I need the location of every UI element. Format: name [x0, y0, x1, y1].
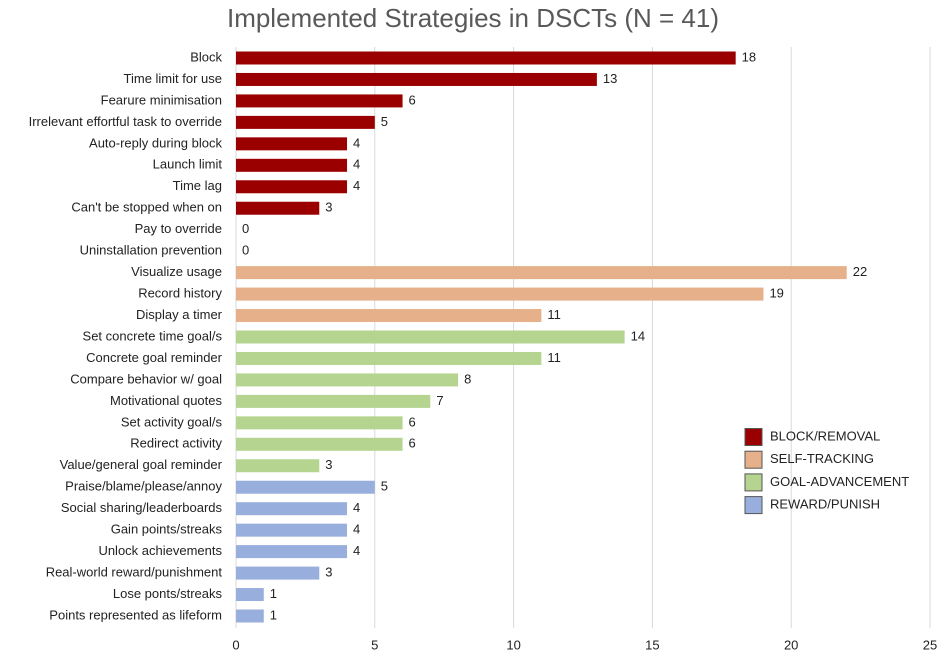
data-label: 22 [853, 264, 867, 279]
bar [236, 158, 348, 172]
data-label: 4 [353, 522, 360, 537]
bar [236, 373, 459, 387]
y-tick-label: Social sharing/leaderboards [61, 500, 223, 515]
bar [236, 566, 320, 580]
data-label: 11 [547, 307, 561, 322]
data-label: 4 [353, 157, 360, 172]
bar [236, 523, 348, 537]
bar [236, 309, 542, 323]
data-label: 8 [464, 371, 471, 386]
y-tick-label: Compare behavior w/ goal [70, 371, 222, 386]
legend-label: BLOCK/REMOVAL [770, 428, 880, 443]
bar [236, 394, 431, 408]
legend-label: GOAL-ADVANCEMENT [770, 474, 909, 489]
y-tick-label: Value/general goal reminder [60, 457, 223, 472]
data-label: 18 [742, 49, 756, 64]
data-label: 14 [631, 328, 645, 343]
data-label: 7 [436, 393, 443, 408]
legend-swatch [744, 450, 763, 469]
y-tick-label: Display a timer [136, 307, 223, 322]
data-label: 6 [409, 436, 416, 451]
bar [236, 330, 625, 344]
bar [236, 480, 375, 494]
x-tick-label: 25 [923, 637, 937, 652]
bar [236, 51, 736, 65]
bar [236, 609, 264, 623]
x-tick-label: 10 [506, 637, 520, 652]
y-tick-label: Irrelevant effortful task to override [29, 114, 222, 129]
y-tick-label: Pay to override [135, 221, 222, 236]
y-tick-label: Lose ponts/streaks [113, 586, 223, 601]
data-label: 4 [353, 500, 360, 515]
y-tick-label: Set concrete time goal/s [83, 328, 223, 343]
bar [236, 72, 597, 86]
y-tick-label: Uninstallation prevention [80, 243, 222, 258]
y-tick-label: Visualize usage [131, 264, 222, 279]
y-tick-label: Record history [138, 286, 222, 301]
y-tick-label: Gain points/streaks [111, 522, 223, 537]
bar [236, 137, 348, 151]
chart-title: Implemented Strategies in DSCTs (N = 41) [227, 3, 719, 33]
y-tick-label: Redirect activity [130, 436, 222, 451]
data-label: 3 [325, 565, 332, 580]
legend-label: SELF-TRACKING [770, 451, 874, 466]
data-label: 6 [409, 92, 416, 107]
bar [236, 416, 403, 430]
data-label: 3 [325, 457, 332, 472]
y-tick-label: Unlock achievements [98, 543, 222, 558]
bar [236, 115, 375, 129]
bar [236, 180, 348, 194]
bar [236, 502, 348, 516]
y-tick-label: Auto-reply during block [89, 135, 222, 150]
legend-swatch [744, 428, 763, 446]
y-tick-label: Time lag [173, 178, 222, 193]
y-tick-label: Can't be stopped when on [71, 200, 222, 215]
data-label: 0 [242, 221, 249, 236]
bar [236, 545, 348, 559]
y-tick-label: Motivational quotes [110, 393, 223, 408]
data-label: 1 [270, 586, 277, 601]
y-tick-label: Praise/blame/please/annoy [65, 479, 222, 494]
bar [236, 459, 320, 473]
x-tick-label: 5 [371, 637, 378, 652]
data-label: 4 [353, 543, 360, 558]
bar [236, 287, 764, 301]
bar [236, 94, 403, 108]
bar [236, 201, 320, 215]
y-tick-label: Concrete goal reminder [86, 350, 223, 365]
y-tick-label: Block [190, 49, 222, 64]
data-label: 1 [270, 607, 277, 622]
y-tick-label: Set activity goal/s [121, 414, 223, 429]
legend-label: REWARD/PUNISH [770, 497, 880, 512]
legend-swatch [744, 496, 763, 515]
legend-swatch [744, 473, 763, 492]
data-label: 11 [547, 350, 561, 365]
data-label: 4 [353, 135, 360, 150]
x-tick-label: 20 [784, 637, 798, 652]
x-tick-label: 15 [645, 637, 659, 652]
y-tick-label: Real-world reward/punishment [46, 565, 223, 580]
data-label: 5 [381, 479, 388, 494]
data-label: 13 [603, 71, 617, 86]
bar [236, 588, 264, 602]
data-label: 0 [242, 243, 249, 258]
y-tick-label: Points represented as lifeform [49, 607, 222, 622]
x-tick-label: 0 [232, 637, 239, 652]
data-label: 5 [381, 114, 388, 129]
bar [236, 266, 847, 280]
y-tick-label: Fearure minimisation [101, 92, 222, 107]
data-label: 19 [769, 286, 783, 301]
y-tick-label: Time limit for use [124, 71, 222, 86]
bar [236, 437, 403, 451]
data-label: 4 [353, 178, 360, 193]
y-tick-label: Launch limit [153, 157, 223, 172]
data-label: 6 [409, 414, 416, 429]
bar [236, 351, 542, 365]
data-label: 3 [325, 200, 332, 215]
